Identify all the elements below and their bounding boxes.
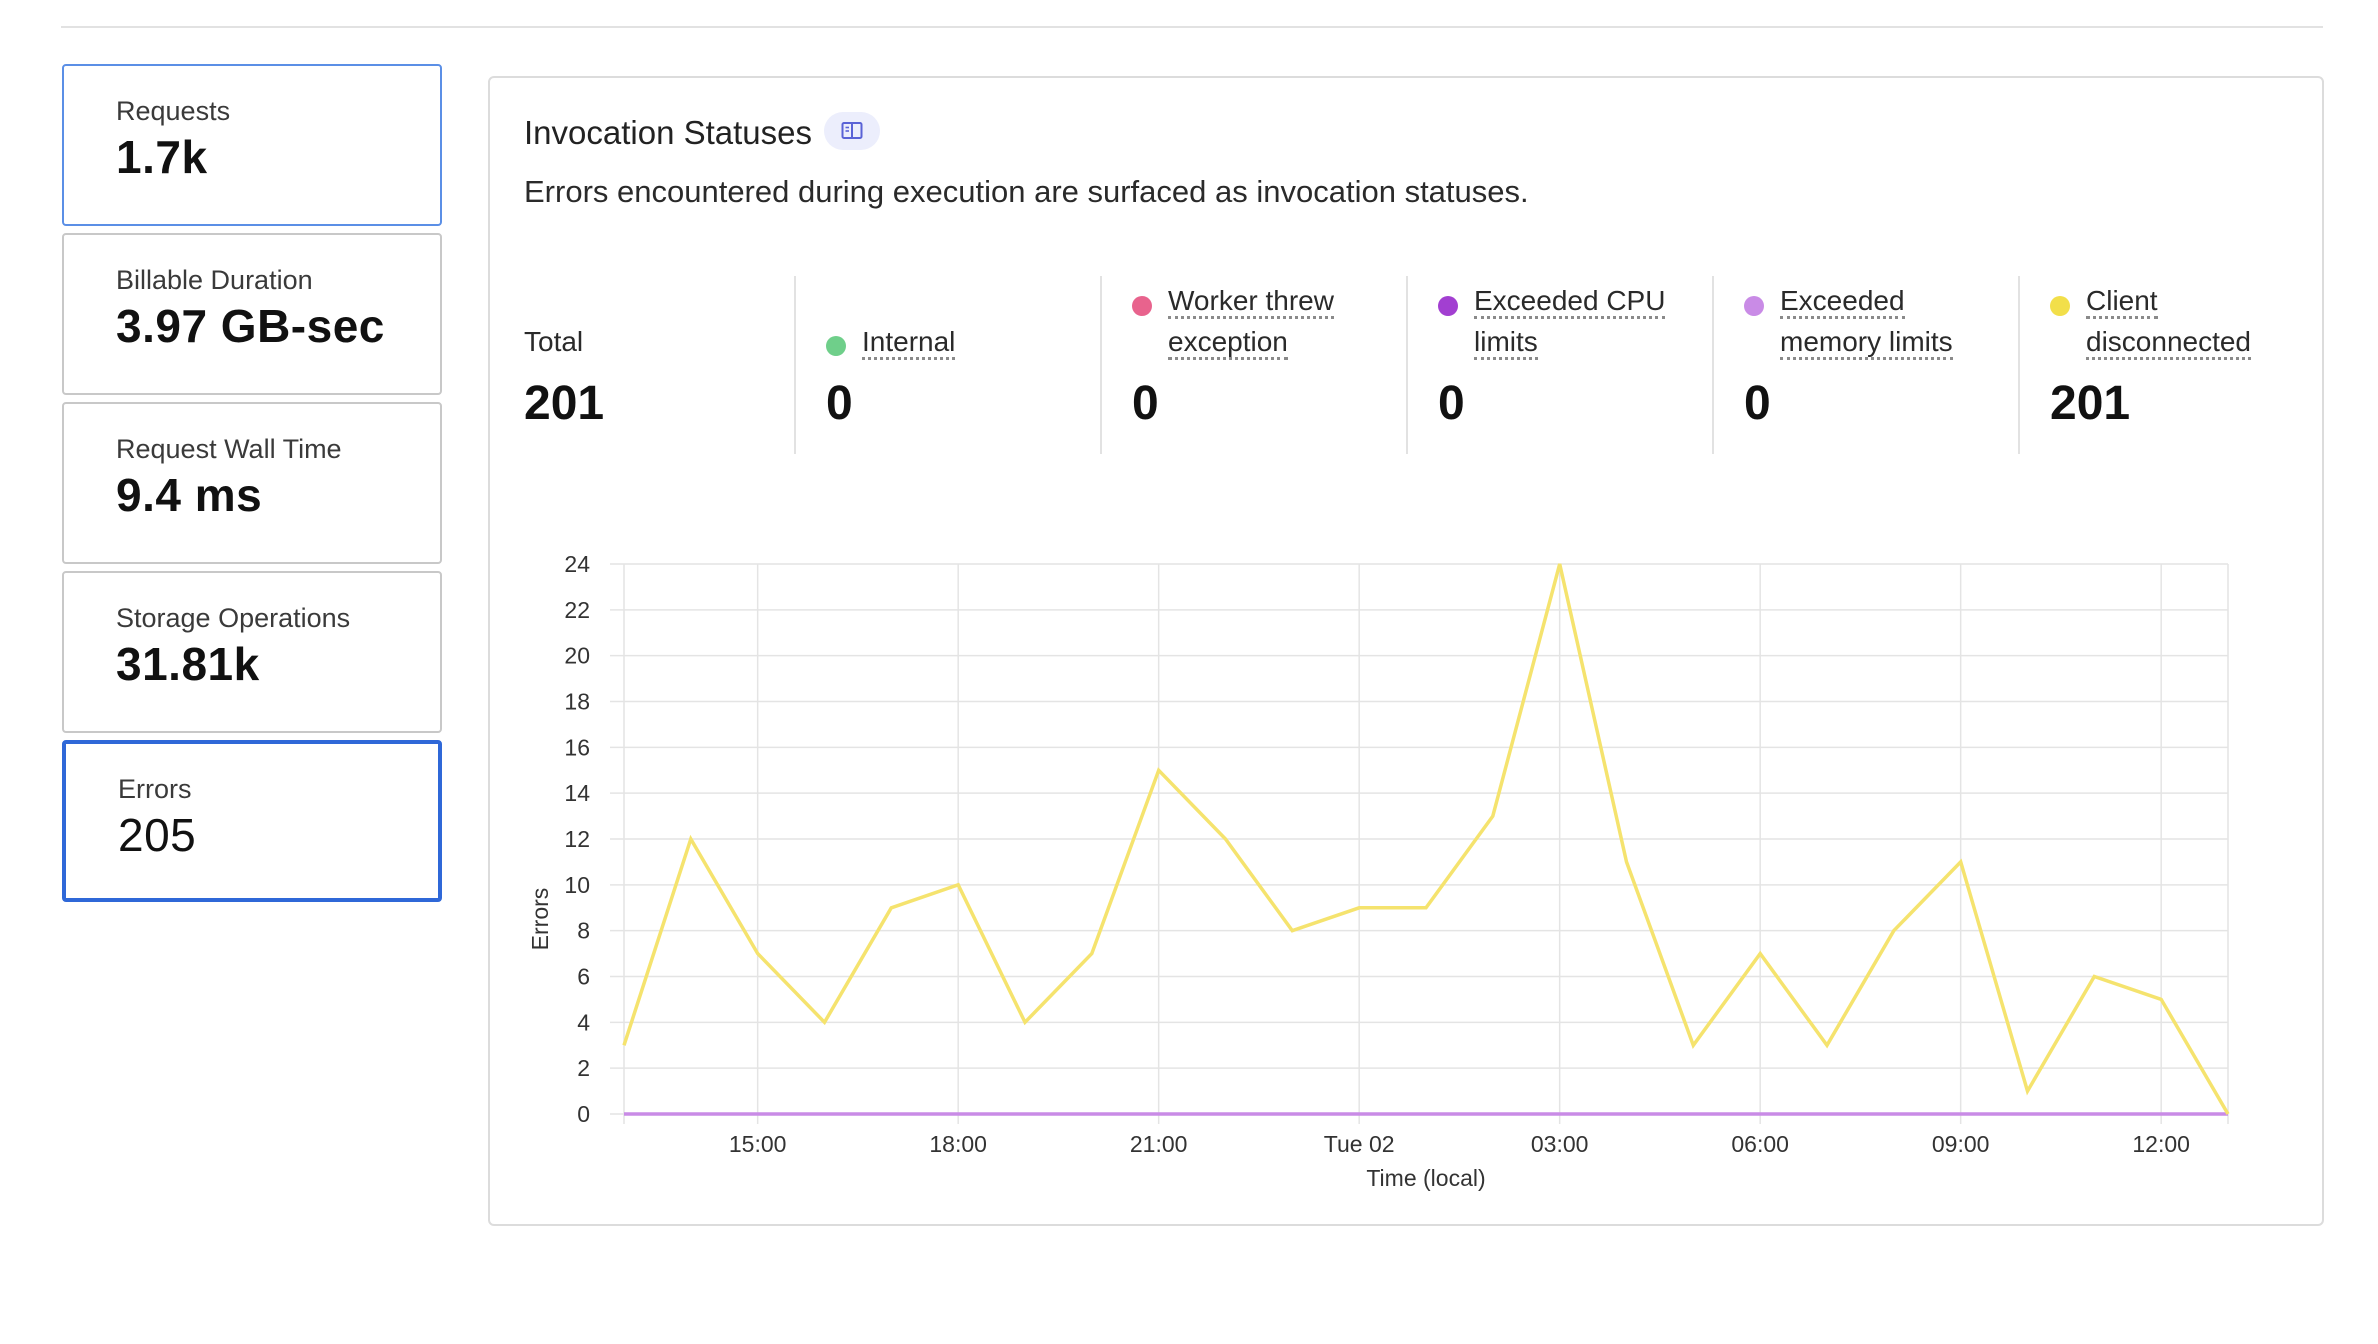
y-tick-label: 24 bbox=[564, 551, 590, 577]
stat-label-line1: Worker threw bbox=[1168, 285, 1334, 319]
stat-value: 0 bbox=[1438, 377, 1465, 430]
stat-label[interactable]: Exceeded memory limits bbox=[1780, 280, 1953, 362]
y-tick-label: 20 bbox=[564, 643, 590, 669]
status-dot-icon bbox=[1438, 296, 1458, 316]
stat-value: 201 bbox=[2050, 377, 2131, 430]
metric-card-billable-duration[interactable]: Billable Duration 3.97 GB-sec bbox=[62, 233, 442, 395]
stat-label: Total bbox=[524, 321, 583, 362]
y-axis-label: Errors bbox=[527, 888, 553, 951]
metric-value: 1.7k bbox=[116, 131, 208, 183]
status-dot-icon bbox=[1132, 296, 1152, 316]
y-tick-label: 18 bbox=[564, 689, 590, 715]
y-tick-label: 22 bbox=[564, 597, 590, 623]
x-tick-label: 21:00 bbox=[1130, 1131, 1188, 1157]
stat-label-line2: limits bbox=[1474, 326, 1538, 360]
invocation-statuses-panel: Invocation Statuses Errors encountered d… bbox=[488, 76, 2324, 1226]
metric-label: Request Wall Time bbox=[116, 434, 342, 464]
stat-client-disconnected: Client disconnected 201 bbox=[2018, 276, 2320, 454]
docs-button[interactable] bbox=[824, 112, 880, 150]
y-tick-label: 12 bbox=[564, 826, 590, 852]
stat-label-line2: disconnected bbox=[2086, 326, 2252, 360]
panel-description: Errors encountered during execution are … bbox=[524, 174, 1529, 209]
metric-card-storage-operations[interactable]: Storage Operations 31.81k bbox=[62, 571, 442, 733]
metric-card-request-wall-time[interactable]: Request Wall Time 9.4 ms bbox=[62, 402, 442, 564]
y-tick-label: 4 bbox=[577, 1009, 590, 1035]
y-tick-label: 10 bbox=[564, 872, 590, 898]
stat-label-line1: Exceeded bbox=[1780, 285, 1905, 319]
y-tick-label: 6 bbox=[577, 964, 590, 990]
stat-label-text: Total bbox=[524, 326, 584, 357]
stat-label[interactable]: Client disconnected bbox=[2086, 280, 2252, 362]
stat-exceeded-memory: Exceeded memory limits 0 bbox=[1712, 276, 2014, 454]
book-icon bbox=[841, 122, 863, 139]
metric-label: Billable Duration bbox=[116, 265, 313, 295]
x-tick-label: 06:00 bbox=[1731, 1131, 1789, 1157]
stat-label[interactable]: Worker threw exception bbox=[1168, 280, 1334, 362]
y-tick-label: 2 bbox=[577, 1055, 590, 1081]
stat-internal: Internal 0 bbox=[794, 276, 1096, 454]
stat-exceeded-cpu: Exceeded CPU limits 0 bbox=[1406, 276, 1708, 454]
metric-label: Storage Operations bbox=[116, 603, 351, 633]
status-dot-icon bbox=[826, 336, 846, 356]
x-tick-label: 18:00 bbox=[929, 1131, 987, 1157]
stat-value: 0 bbox=[1132, 377, 1159, 430]
y-tick-label: 8 bbox=[577, 918, 590, 944]
stat-label-line2: memory limits bbox=[1780, 326, 1953, 360]
stat-label-text: Internal bbox=[862, 326, 956, 360]
y-tick-label: 16 bbox=[564, 734, 590, 760]
stat-value: 201 bbox=[524, 377, 605, 430]
series-line bbox=[622, 563, 2230, 1115]
metric-card-requests[interactable]: Requests 1.7k bbox=[62, 64, 442, 226]
y-tick-label: 14 bbox=[564, 780, 590, 806]
stat-label-line1: Exceeded CPU bbox=[1474, 285, 1666, 319]
x-axis-label: Time (local) bbox=[1366, 1165, 1485, 1191]
x-tick-label: 12:00 bbox=[2132, 1131, 2190, 1157]
stat-total: Total 201 bbox=[490, 276, 790, 454]
x-tick-label: Tue 02 bbox=[1324, 1131, 1395, 1157]
metric-value: 3.97 GB-sec bbox=[116, 300, 385, 352]
stat-label-line1: Client bbox=[2086, 285, 2158, 319]
metric-value: 205 bbox=[118, 809, 197, 861]
stat-value: 0 bbox=[1744, 377, 1771, 430]
stat-value: 0 bbox=[826, 377, 853, 430]
x-tick-label: 09:00 bbox=[1932, 1131, 1990, 1157]
metric-card-errors[interactable]: Errors 205 bbox=[62, 740, 442, 902]
top-divider bbox=[61, 26, 2323, 28]
y-tick-label: 0 bbox=[577, 1101, 590, 1127]
x-tick-label: 15:00 bbox=[729, 1131, 787, 1157]
status-dot-icon bbox=[1744, 296, 1764, 316]
metric-value: 31.81k bbox=[116, 638, 260, 690]
status-dot-icon bbox=[2050, 296, 2070, 316]
metric-label: Requests bbox=[116, 96, 231, 126]
stat-worker-threw-exception: Worker threw exception 0 bbox=[1100, 276, 1402, 454]
x-tick-label: 03:00 bbox=[1531, 1131, 1589, 1157]
stat-label-line2: exception bbox=[1168, 326, 1288, 360]
panel-title: Invocation Statuses bbox=[524, 114, 813, 151]
stat-label[interactable]: Internal bbox=[862, 321, 956, 362]
metric-label: Errors bbox=[118, 774, 192, 804]
metric-value: 9.4 ms bbox=[116, 469, 263, 521]
stat-label[interactable]: Exceeded CPU limits bbox=[1474, 280, 1666, 362]
